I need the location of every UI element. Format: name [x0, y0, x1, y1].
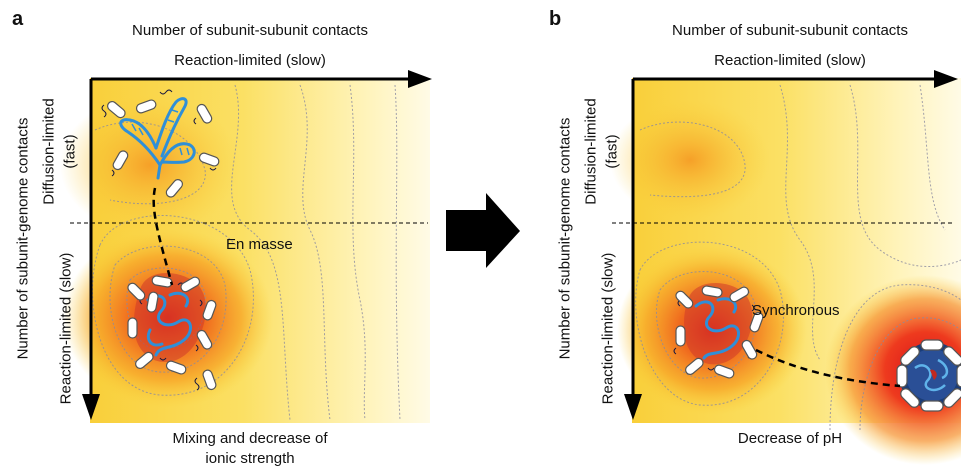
axes-a — [70, 70, 432, 420]
panel-b-left-lower-label: Reaction-limited (slow) — [599, 252, 617, 405]
transition-arrow — [446, 193, 520, 268]
panel-b-left-title: Number of subunit-genome contacts — [556, 117, 574, 360]
panel-letter-b: b — [549, 8, 562, 30]
panel-b-top-axis-label: Reaction-limited (slow) — [714, 52, 866, 69]
free-subunits-a — [107, 99, 220, 391]
complex-a — [127, 272, 217, 375]
free-genome-a — [119, 97, 196, 180]
panel-a-annotation: En masse — [226, 236, 293, 253]
panel-a-top-title: Number of subunit-subunit contacts — [132, 22, 368, 39]
panel-a-left-upper-label-2: (fast) — [61, 134, 79, 169]
pathway-b — [755, 348, 901, 388]
capsid-b — [896, 339, 961, 412]
panel-b-bottom-label-1: Decrease of pH — [737, 430, 843, 447]
subunit-tails-a — [101, 89, 217, 391]
panel-a-left-title: Number of subunit-genome contacts — [14, 117, 32, 360]
panel-a-top-axis-label: Reaction-limited (slow) — [174, 52, 326, 69]
pathway-a — [152, 187, 174, 286]
panel-b-top-title: Number of subunit-subunit contacts — [672, 22, 908, 39]
panel-a-left-lower-label: Reaction-limited (slow) — [57, 252, 75, 405]
panel-a-bottom-label-1: Mixing and decrease of — [172, 430, 328, 447]
landscape-a — [60, 78, 430, 423]
panel-b-left-upper-label-1: Diffusion-limited — [582, 98, 600, 205]
panel-b-annotation: Synchronous — [752, 302, 840, 319]
panel-a-bottom-label-2: ionic strength — [205, 450, 295, 467]
axes-b — [612, 70, 958, 420]
landscape-b — [610, 78, 961, 465]
panel-a-left-upper-label-1: Diffusion-limited — [40, 98, 58, 205]
panel-letter-a: a — [12, 8, 24, 30]
complex-b-intermediate — [673, 282, 764, 379]
panel-b-left-upper-label-2: (fast) — [603, 134, 621, 169]
